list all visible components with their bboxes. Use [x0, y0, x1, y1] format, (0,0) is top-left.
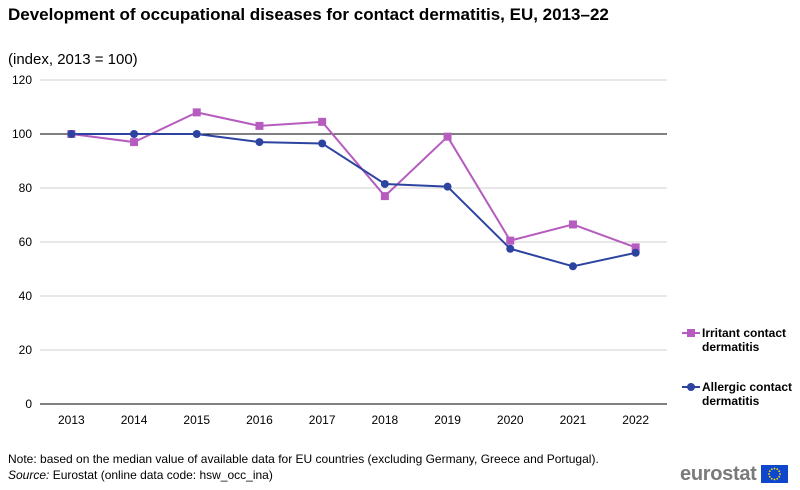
flag-star — [777, 470, 780, 473]
flag-star — [777, 475, 780, 478]
logo-text: eurostat — [680, 462, 757, 485]
x-tick-label: 2014 — [121, 413, 148, 427]
series-markers — [67, 108, 640, 271]
line-chart: 0 20 40 60 80 100 120 2013 2014 2015 2016 2017 2018… — [12, 73, 667, 427]
y-tick-label: 80 — [19, 181, 33, 195]
x-tick-label: 2013 — [58, 413, 85, 427]
gridlines — [40, 79, 667, 405]
eurostat-logo[interactable]: eurostat — [680, 462, 788, 486]
y-tick-label: 20 — [19, 343, 33, 357]
y-tick-label: 0 — [25, 397, 32, 411]
eu-flag-icon — [760, 465, 788, 483]
data-point-allergic[interactable] — [192, 130, 201, 138]
flag-star — [768, 470, 771, 473]
legend-swatch-irritant — [682, 329, 700, 337]
flag-star — [770, 468, 773, 471]
flag-star — [778, 473, 781, 475]
series-lines — [71, 111, 636, 268]
legend-swatch-allergic — [682, 383, 700, 391]
data-point-allergic[interactable] — [318, 139, 327, 148]
data-point-irritant[interactable] — [443, 132, 452, 141]
data-point-irritant[interactable] — [318, 117, 327, 126]
y-tick-label: 60 — [19, 235, 33, 249]
flag-star — [775, 477, 778, 480]
x-tick-label: 2020 — [497, 413, 524, 427]
source-label: Source: — [8, 468, 50, 482]
x-tick-label: 2019 — [434, 413, 461, 427]
data-point-allergic[interactable] — [631, 248, 640, 257]
y-tick-label: 120 — [12, 73, 32, 87]
series-line-allergic — [71, 133, 636, 268]
data-point-allergic[interactable] — [130, 130, 139, 138]
data-point-irritant[interactable] — [380, 192, 389, 201]
data-point-allergic[interactable] — [67, 130, 76, 138]
data-point-allergic[interactable] — [255, 138, 264, 147]
x-tick-label: 2016 — [246, 413, 273, 427]
flag-star — [773, 467, 775, 470]
legend-label-allergic: Allergic contact dermatitis — [702, 380, 793, 408]
flag-star — [768, 475, 771, 478]
y-axis-ticks: 0 20 40 60 80 100 120 — [12, 73, 32, 411]
y-tick-label: 40 — [19, 289, 33, 303]
x-tick-label: 2015 — [183, 413, 210, 427]
data-point-irritant[interactable] — [130, 138, 139, 147]
x-tick-label: 2021 — [560, 413, 587, 427]
data-point-allergic[interactable] — [443, 182, 452, 191]
x-tick-label: 2022 — [622, 413, 649, 427]
chart-subtitle: (index, 2013 = 100) — [8, 51, 138, 68]
flag-star — [770, 477, 773, 480]
chart-title: Development of occupational diseases for… — [8, 5, 609, 24]
source-line: Source: Eurostat (online data code: hsw_… — [8, 467, 273, 483]
x-tick-label: 2018 — [371, 413, 398, 427]
flag-star — [773, 478, 775, 481]
series-line-irritant — [71, 111, 636, 249]
flag-star — [775, 468, 778, 471]
data-point-irritant[interactable] — [192, 108, 201, 117]
x-tick-label: 2017 — [309, 413, 336, 427]
data-point-allergic[interactable] — [506, 244, 515, 253]
footnote: Note: based on the median value of avail… — [8, 452, 599, 466]
data-point-irritant[interactable] — [506, 236, 515, 245]
legend-label-irritant: Irritant contact dermatitis — [702, 326, 787, 354]
data-point-irritant[interactable] — [568, 220, 577, 229]
y-tick-label: 100 — [12, 127, 32, 141]
source-text: Eurostat (online data code: hsw_occ_ina) — [49, 468, 273, 482]
data-point-allergic[interactable] — [568, 262, 577, 271]
flag-star — [767, 473, 770, 475]
data-point-allergic[interactable] — [380, 179, 389, 188]
data-point-irritant[interactable] — [631, 243, 640, 252]
x-axis-ticks: 2013 2014 2015 2016 2017 2018 2019 2020 2021 2022 — [58, 413, 649, 427]
data-point-irritant[interactable] — [255, 121, 264, 130]
